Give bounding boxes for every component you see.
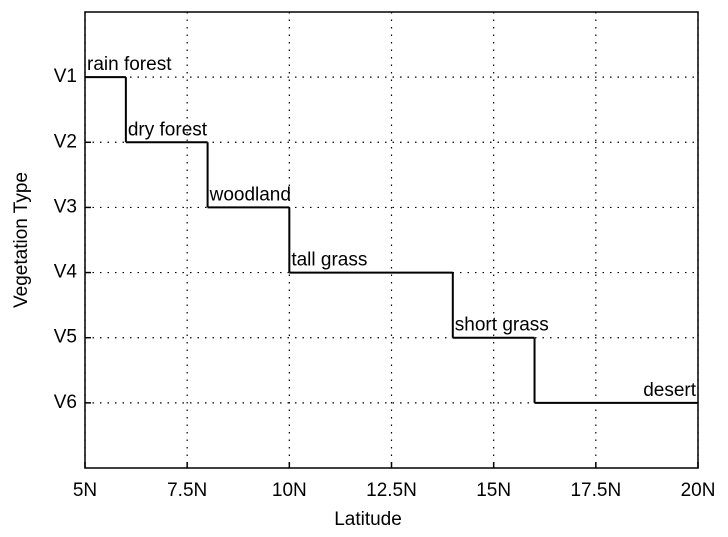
x-axis-label: Latitude: [334, 509, 402, 530]
x-tick-label: 5N: [73, 480, 97, 501]
x-tick-label: 7.5N: [167, 480, 207, 501]
step-label: dry forest: [128, 119, 208, 140]
step-label: desert: [643, 380, 697, 401]
x-tick-label: 12.5N: [366, 480, 417, 501]
step-label: short grass: [455, 315, 549, 336]
step-label: rain forest: [87, 54, 172, 75]
plot-frame: [84, 11, 699, 469]
x-tick-label: 17.5N: [570, 480, 621, 501]
y-tick-label: V2: [54, 131, 77, 152]
x-tick-label: 10N: [272, 480, 307, 501]
x-tick-label: 20N: [681, 480, 716, 501]
y-axis-label: Vegetation Type: [11, 172, 32, 308]
x-tick-label: 15N: [476, 480, 511, 501]
step-label: woodland: [209, 184, 291, 205]
y-tick-label: V6: [54, 392, 77, 413]
y-tick-label: V3: [54, 196, 77, 217]
step-label: tall grass: [291, 250, 367, 271]
y-tick-label: V1: [54, 66, 77, 87]
y-tick-label: V5: [54, 327, 77, 348]
y-tick-label: V4: [54, 262, 78, 283]
